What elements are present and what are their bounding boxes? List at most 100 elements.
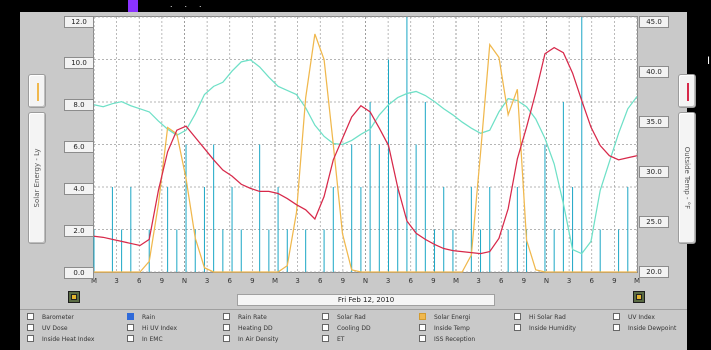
legend-checkbox[interactable] (514, 324, 521, 331)
x-tick-label: M (453, 277, 459, 285)
legend-checkbox[interactable] (419, 335, 426, 342)
legend-label: UV Dose (42, 325, 68, 332)
legend-label: Rain Rate (238, 314, 267, 321)
x-tick-label: N (182, 277, 187, 285)
previous-period-icon[interactable] (68, 291, 80, 303)
legend-checkbox[interactable] (419, 313, 426, 320)
x-axis-tick-labels: M 3 6 9 N 3 6 9 M 3 6 9 N 3 6 9 M 3 6 9 N 3 6 9 M (91, 277, 640, 285)
y-tick-label-2: 2.0 (64, 225, 94, 237)
x-tick-label: 6 (499, 277, 504, 285)
legend-item-barometer[interactable]: Barometer (27, 313, 74, 323)
y-tick-label-8: 8.0 (64, 99, 94, 111)
legend-checkbox[interactable] (127, 335, 134, 342)
legend-checkbox[interactable] (223, 313, 230, 320)
x-tick-label: 9 (160, 277, 164, 285)
legend-label: Inside Temp (434, 325, 470, 332)
legend-checkbox[interactable] (223, 335, 230, 342)
y2-tick-label-40: 40.0 (639, 66, 669, 78)
legend-item-in-emc[interactable]: In EMC (127, 335, 163, 345)
left-axis-title-button[interactable]: Solar Energy - Ly (28, 112, 46, 244)
legend-label: UV Index (628, 314, 655, 321)
legend-label: Barometer (42, 314, 74, 321)
left-axis-title: Solar Energy - Ly (33, 148, 41, 208)
x-tick-label: 6 (318, 277, 323, 285)
legend-label: Inside Humidity (529, 325, 576, 332)
legend-checkbox[interactable] (613, 324, 620, 331)
legend-item-uv-dose[interactable]: UV Dose (27, 324, 68, 334)
legend-checkbox[interactable] (322, 324, 329, 331)
legend-item-heating-dd[interactable]: Heating DD (223, 324, 273, 334)
legend-item-inside-dewpoint[interactable]: Inside Dewpoint (613, 324, 676, 334)
x-tick-label: 9 (612, 277, 616, 285)
chart-grid (93, 16, 638, 273)
inside-humidity-line (93, 59, 638, 255)
x-tick-label: 3 (205, 277, 209, 285)
x-tick-label: 9 (250, 277, 254, 285)
legend-checkbox[interactable] (419, 324, 426, 331)
legend-label: Cooling DD (337, 325, 371, 332)
legend-checkbox[interactable] (127, 313, 134, 320)
outside-temp-line (93, 46, 638, 255)
legend-checkbox[interactable] (613, 313, 620, 320)
legend-checkbox[interactable] (27, 335, 34, 342)
legend-item-hi-uv-index[interactable]: Hi UV Index (127, 324, 177, 334)
left-series-color-icon (37, 83, 39, 101)
right-axis-title: Outside Temp - °F (683, 146, 691, 210)
top-black-strip: ... (0, 0, 711, 12)
x-tick-label: N (363, 277, 368, 285)
x-tick-label: 9 (341, 277, 345, 285)
x-tick-label: 3 (476, 277, 480, 285)
y-tick-label-6: 6.0 (64, 141, 94, 153)
legend-label: Solar Energi (434, 314, 471, 321)
x-tick-label: 3 (386, 277, 390, 285)
legend-label: ET (337, 336, 345, 343)
legend-item-solar-energy[interactable]: Solar Energi (419, 313, 470, 323)
y2-tick-label-30: 30.0 (639, 166, 669, 178)
right-series-color-button[interactable] (678, 74, 696, 108)
y2-tick-label-25: 25.0 (639, 216, 669, 228)
left-series-color-button[interactable] (28, 74, 46, 108)
legend-checkbox[interactable] (322, 335, 329, 342)
legend-checkbox[interactable] (27, 313, 34, 320)
x-tick-label: 6 (228, 277, 233, 285)
legend-label: Hi Solar Rad (529, 314, 566, 321)
legend-item-rain-rate[interactable]: Rain Rate (223, 313, 267, 323)
legend-item-inside-heat-index[interactable]: Inside Heat Index (27, 335, 94, 345)
legend-item-iss-reception[interactable]: ISS Reception (419, 335, 475, 345)
x-tick-label: M (91, 277, 97, 285)
right-axis-title-button[interactable]: Outside Temp - °F (678, 112, 696, 244)
legend-item-cooling-dd[interactable]: Cooling DD (322, 324, 371, 334)
legend-label: Heating DD (238, 325, 273, 332)
legend-label: In EMC (142, 336, 163, 343)
legend-item-inside-humidity[interactable]: Inside Humidity (514, 324, 576, 334)
legend-item-inside-temp[interactable]: Inside Temp (419, 324, 470, 334)
legend-item-in-air-density[interactable]: In Air Density (223, 335, 278, 345)
y-tick-label-4: 4.0 (64, 183, 94, 195)
legend-item-et[interactable]: ET (322, 335, 344, 345)
legend-item-hi-solar-rad[interactable]: Hi Solar Rad (514, 313, 566, 323)
legend-label: Inside Dewpoint (628, 325, 677, 332)
legend-checkbox[interactable] (127, 324, 134, 331)
legend-checkbox[interactable] (514, 313, 521, 320)
top-strip-text: ... (170, 0, 214, 9)
legend-grid: Barometer Rain Rain Rate Solar Rad Solar… (27, 311, 689, 349)
date-button[interactable]: Fri Feb 12, 2010 (237, 294, 495, 306)
legend-checkbox[interactable] (322, 313, 329, 320)
legend-checkbox[interactable] (27, 324, 34, 331)
x-tick-label: 3 (114, 277, 118, 285)
legend-item-rain[interactable]: Rain (127, 313, 155, 323)
legend-checkbox[interactable] (223, 324, 230, 331)
x-tick-label: 6 (590, 277, 595, 285)
next-period-icon[interactable] (633, 291, 645, 303)
legend-label: Solar Rad (337, 314, 366, 321)
legend-label: In Air Density (238, 336, 279, 343)
legend-item-uv-index[interactable]: UV Index (613, 313, 655, 323)
solar-energy-line (94, 33, 637, 273)
legend-label: Hi UV Index (142, 325, 178, 332)
x-tick-label: 9 (431, 277, 435, 285)
legend-item-solar-rad[interactable]: Solar Rad (322, 313, 366, 323)
x-tick-label: 6 (137, 277, 142, 285)
accent-marker (128, 0, 138, 12)
